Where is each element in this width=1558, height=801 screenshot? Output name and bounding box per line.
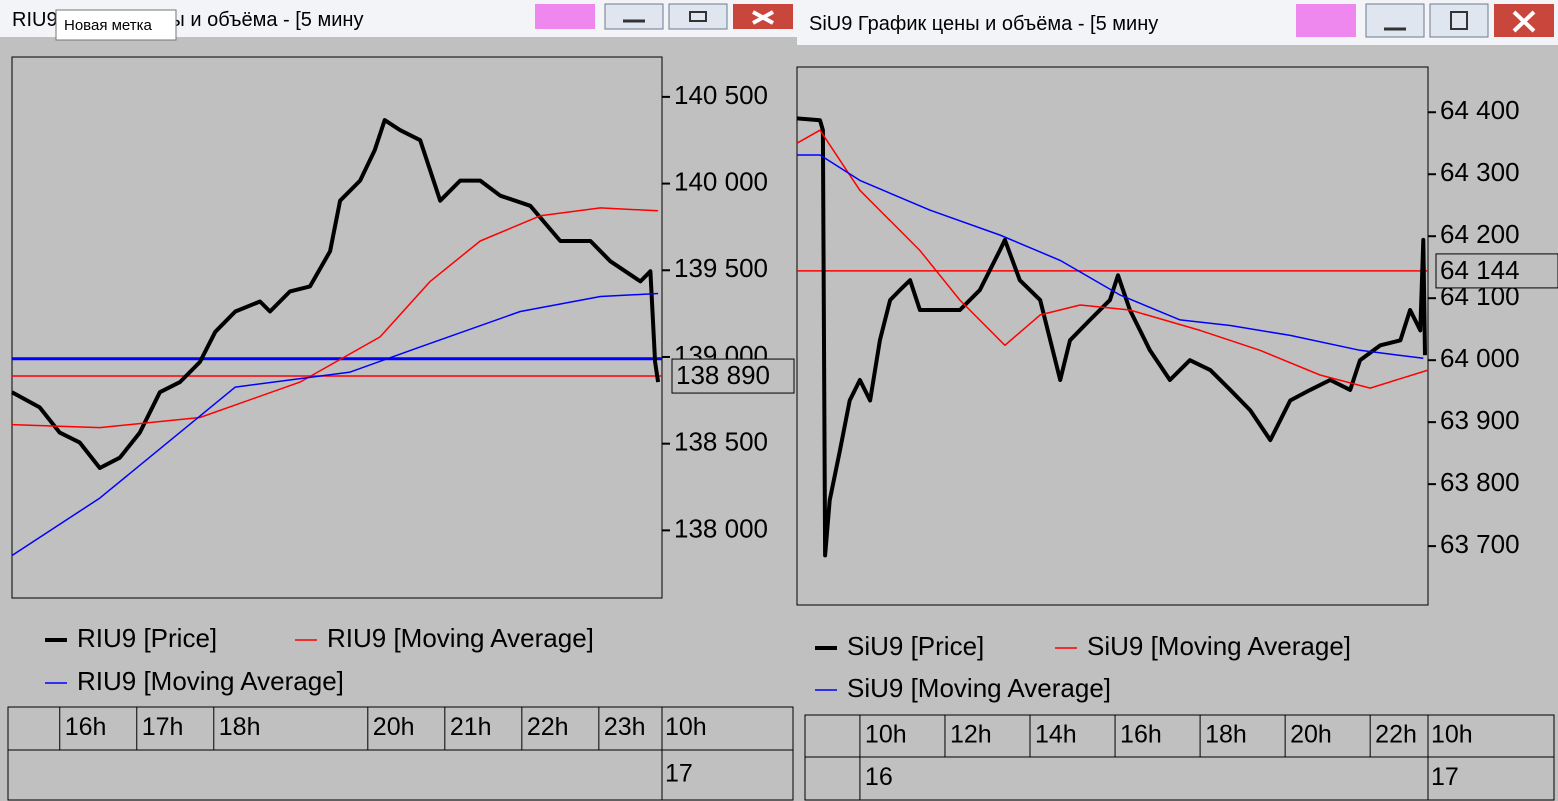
x-tick-label: 14h	[1035, 721, 1077, 749]
legend-label: SiU9 [Moving Average]	[847, 673, 1111, 703]
link-button[interactable]	[535, 4, 595, 29]
y-tick-label: 140 500	[674, 80, 768, 110]
current-price-label: 138 890	[676, 360, 770, 390]
minimize-button[interactable]	[1365, 3, 1425, 38]
x-tick-label: 20h	[1290, 721, 1332, 749]
maximize-button[interactable]	[668, 3, 728, 30]
next-session-date: 17	[1431, 763, 1459, 791]
current-price-box	[1435, 253, 1558, 289]
link-button[interactable]	[1296, 4, 1356, 37]
maximize-icon	[1450, 11, 1468, 30]
y-tick-label: 64 300	[1440, 157, 1520, 187]
maximize-button[interactable]	[1429, 3, 1489, 38]
y-tick-label: 64 400	[1440, 95, 1520, 125]
tooltip-box	[55, 9, 177, 41]
x-tick-label: 22h	[527, 713, 569, 741]
x-tick-label: 10h	[865, 721, 907, 749]
minimize-button[interactable]	[604, 3, 664, 30]
x-tick-label: 18h	[219, 713, 261, 741]
current-price-box	[671, 358, 795, 394]
x-tick-label: 23h	[604, 713, 646, 741]
legend-label: RIU9 [Moving Average]	[77, 666, 344, 696]
x-tick-label: 18h	[1205, 721, 1247, 749]
y-tick-label: 139 500	[674, 253, 768, 283]
close-icon	[752, 10, 774, 25]
y-tick-label: 138 500	[674, 427, 768, 457]
legend-label: SiU9 [Moving Average]	[1087, 631, 1351, 661]
moving-average-line	[11, 292, 659, 557]
legend-label: SiU9 [Price]	[847, 631, 984, 661]
x-tick-label: 16h	[1120, 721, 1162, 749]
price-line	[11, 118, 661, 470]
y-tick-label: 63 700	[1440, 529, 1520, 559]
y-tick-label: 64 200	[1440, 219, 1520, 249]
y-tick-label: 63 900	[1440, 405, 1520, 435]
x-tick-label: 22h	[1375, 721, 1417, 749]
moving-average-line	[797, 154, 1424, 360]
y-tick-label: 140 000	[674, 166, 768, 196]
plot-area	[11, 56, 663, 599]
date-label: 16	[865, 763, 893, 791]
x-tick-label: 16h	[65, 713, 107, 741]
y-tick-label: 138 000	[674, 513, 768, 543]
plot-area	[796, 66, 1429, 606]
current-price-label: 64 144	[1440, 255, 1520, 285]
next-session-time: 10h	[665, 713, 707, 741]
next-session-time: 10h	[1431, 721, 1473, 749]
y-tick-label: 63 800	[1440, 467, 1520, 497]
x-tick-label: 17h	[142, 713, 184, 741]
legend-label: RIU9 [Moving Average]	[327, 623, 594, 653]
window-title: SiU9 График цены и объёма - [5 мину	[809, 13, 1158, 35]
x-tick-label: 12h	[950, 721, 992, 749]
close-icon	[1512, 10, 1536, 33]
x-tick-label: 21h	[450, 713, 492, 741]
maximize-icon	[689, 11, 707, 22]
x-tick-label: 20h	[373, 713, 415, 741]
y-tick-label: 64 000	[1440, 343, 1520, 373]
next-session-date: 17	[665, 760, 693, 788]
price-line	[796, 116, 1427, 558]
tooltip: Новая метка	[64, 17, 153, 34]
legend-label: RIU9 [Price]	[77, 623, 217, 653]
moving-average-line	[796, 129, 1429, 389]
moving-average-line	[11, 207, 659, 429]
